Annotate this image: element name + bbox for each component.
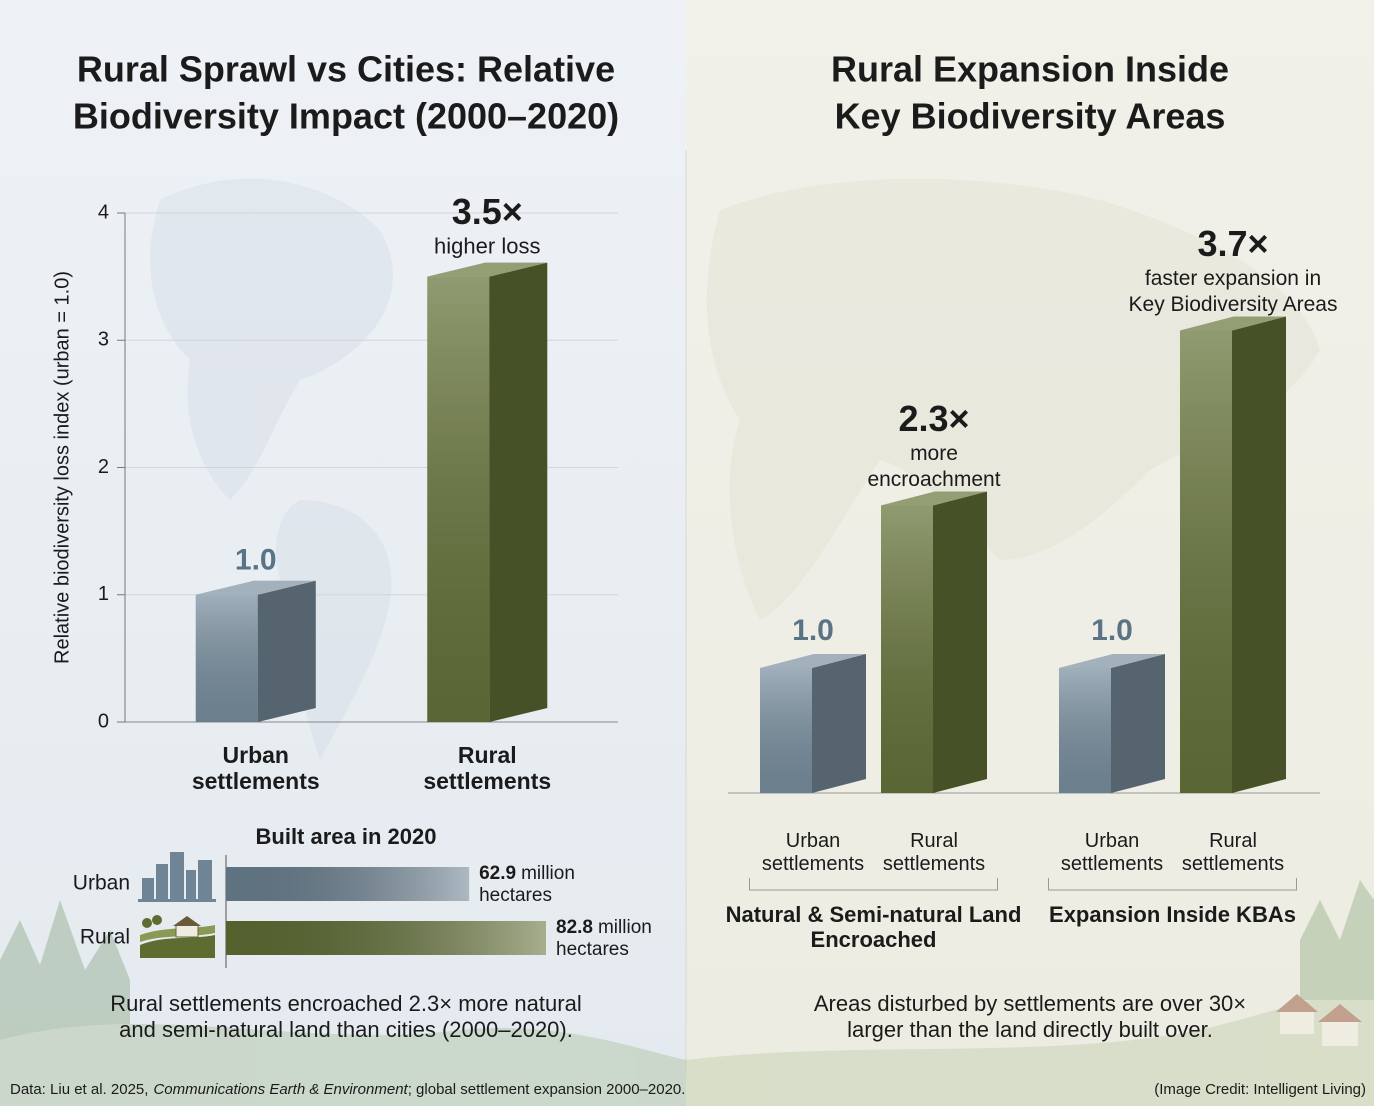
category-label: Rural — [80, 926, 130, 949]
annotation: faster expansion in — [1145, 267, 1321, 290]
value-unit: million — [521, 863, 575, 884]
urban-icon — [138, 852, 216, 902]
chart-title: Built area in 2020 — [256, 824, 437, 849]
bar-front-shade — [427, 276, 490, 722]
y-tick-label: 3 — [98, 329, 109, 351]
source-text: ; global settlement expansion 2000–2020. — [408, 1081, 686, 1098]
bar-top-shade — [427, 262, 548, 277]
chart-title: Rural Sprawl vs Cities: Relative — [77, 49, 615, 90]
annotation: encroachment — [867, 468, 1000, 491]
source-note: Data: Liu et al. 2025, Communications Ear… — [10, 1081, 685, 1098]
value: 82.8 — [556, 917, 593, 938]
value-unit: million — [598, 917, 652, 938]
bar-front-shade — [881, 505, 933, 793]
x-tick-label: Rural settlements — [423, 742, 552, 795]
annotation: Key Biodiversity Areas — [1129, 293, 1338, 316]
x-tick-label: Urban settlements — [761, 830, 865, 875]
annotation: more — [910, 442, 958, 465]
bar-side — [257, 580, 316, 722]
value-unit: hectares — [479, 885, 552, 906]
chart-title: Key Biodiversity Areas — [835, 96, 1226, 137]
map-decoration — [150, 178, 1320, 760]
group-label: Natural & Semi-natural Land Encroached — [725, 902, 1022, 953]
bar-top — [1059, 654, 1165, 668]
group-label: Expansion Inside KBAs — [1049, 902, 1296, 927]
bar-side-shade — [933, 491, 987, 793]
bar-side-shade — [1111, 654, 1165, 793]
value-label: 1.0 — [1091, 614, 1133, 647]
bar-side — [812, 654, 866, 793]
value-label: 2.3× — [898, 398, 969, 439]
source-journal: Communications Earth & Environment — [153, 1081, 408, 1098]
caption: and semi-natural land than cities (2000–… — [119, 1017, 573, 1042]
bar-side-shade — [1232, 316, 1286, 793]
value-label: 62.9 million — [479, 863, 575, 884]
y-axis-label: Relative biodiversity loss index (urban … — [51, 271, 73, 664]
source-text: Data: Liu et al. 2025, — [10, 1081, 148, 1098]
value-label: 82.8 million — [556, 917, 652, 938]
value-unit: hectares — [556, 939, 629, 960]
caption: Rural settlements encroached 2.3× more n… — [110, 991, 581, 1016]
x-tick-label: Rural settlements — [1181, 830, 1285, 875]
bar-side — [1111, 654, 1165, 793]
bar-top-shade — [760, 654, 866, 668]
chart-title: Biodiversity Impact (2000–2020) — [73, 96, 619, 137]
value-label: 1.0 — [792, 614, 834, 647]
y-tick-label: 1 — [98, 583, 109, 605]
bar-shade — [226, 921, 546, 955]
value-label: 3.5× — [452, 191, 523, 232]
image-credit: (Image Credit: Intelligent Living) — [1154, 1081, 1366, 1098]
x-tick-label: Rural settlements — [882, 830, 986, 875]
bar-front-shade — [1059, 668, 1111, 793]
bar-shade — [226, 867, 470, 901]
value-label: 3.7× — [1197, 223, 1268, 264]
bar-front-shade — [760, 668, 812, 793]
bar-side — [489, 262, 548, 722]
landscape-decoration — [0, 880, 1374, 1106]
bar-top — [427, 262, 548, 277]
bar-top-shade — [1180, 316, 1286, 331]
bar-top — [1180, 316, 1286, 331]
caption: Areas disturbed by settlements are over … — [814, 991, 1246, 1016]
rural-icon — [140, 915, 215, 958]
bar-top-shade — [195, 580, 316, 595]
value-label: 1.0 — [235, 544, 277, 577]
y-tick-label: 2 — [98, 456, 109, 478]
chart-title: Rural Expansion Inside — [831, 49, 1229, 90]
bar-side-shade — [812, 654, 866, 793]
bar-side — [1232, 316, 1286, 793]
bar-side-shade — [489, 262, 548, 722]
value: 62.9 — [479, 863, 516, 884]
annotation: higher loss — [434, 233, 540, 258]
y-tick-label: 4 — [98, 201, 109, 223]
y-tick-label: 0 — [98, 710, 109, 732]
bar-top — [760, 654, 866, 668]
x-tick-label: Urban settlements — [1060, 830, 1164, 875]
bar-front-shade — [195, 594, 258, 722]
caption: larger than the land directly built over… — [847, 1017, 1213, 1042]
bar-top-shade — [881, 491, 987, 506]
bar-top — [195, 580, 316, 595]
bar-top-shade — [1059, 654, 1165, 668]
bar-top — [881, 491, 987, 506]
group-bracket — [749, 878, 998, 891]
group-bracket — [1048, 878, 1297, 891]
x-tick-label: Urban settlements — [191, 742, 320, 795]
bar-front-shade — [1180, 330, 1232, 793]
bar-side-shade — [257, 580, 316, 722]
category-label: Urban — [73, 872, 130, 895]
bar-side — [933, 491, 987, 793]
